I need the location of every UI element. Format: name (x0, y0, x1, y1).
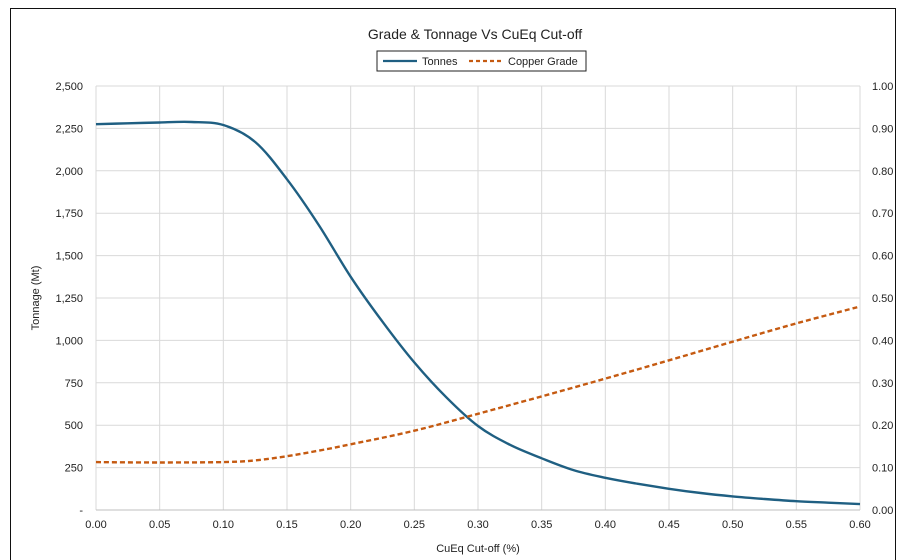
y-right-tick-label: 0.30 (872, 378, 893, 390)
y-left-tick-label: 1,500 (55, 251, 83, 263)
tick-labels: 0.00 0.05 0.10 0.15 0.20 0.25 0.30 0.35 0.40 0.45… (55, 81, 893, 531)
y-left-tick-label: 250 (65, 463, 83, 475)
x-axis-label: CuEq Cut-off (%) (436, 543, 520, 555)
series-line-tonnes (95, 120, 861, 506)
y-left-tick-label: 2,250 (55, 123, 83, 135)
x-tick-label: 0.15 (276, 519, 297, 531)
y-right-tick-label: 0.60 (872, 251, 893, 263)
chart-title: Grade & Tonnage Vs CuEq Cut-off (368, 26, 582, 42)
y-right-tick-label: 0.20 (872, 420, 893, 432)
legend-box (376, 50, 587, 72)
y-right-tick-label: 0.50 (872, 293, 893, 305)
x-tick-label: 0.35 (531, 519, 552, 531)
series-group (95, 120, 861, 506)
y-right-tick-label: 1.00 (872, 81, 893, 93)
x-tick-label: 0.55 (786, 519, 807, 531)
y-left-tick-label: 1,250 (55, 293, 83, 305)
x-tick-label: 0.50 (722, 519, 743, 531)
y-right-tick-label: 0.10 (872, 463, 893, 475)
legend-label-copper-grade: Copper Grade (508, 56, 578, 68)
x-tick-label: 0.40 (595, 519, 616, 531)
legend-label-tonnes: Tonnes (422, 56, 458, 68)
x-tick-label: 0.25 (404, 519, 425, 531)
y-right-tick-label: 0.70 (872, 208, 893, 220)
chart-frame (10, 8, 896, 560)
y-left-tick-label: 1,000 (55, 335, 83, 347)
y-left-tick-label: 500 (65, 420, 83, 432)
gridlines (95, 85, 861, 511)
y-axis-label-left: Tonnage (Mt) (30, 266, 42, 331)
y-left-tick-label: 750 (65, 378, 83, 390)
x-tick-label: 0.60 (849, 519, 870, 531)
y-left-tick-label: 2,000 (55, 166, 83, 178)
y-right-tick-label: 0.00 (872, 505, 893, 517)
y-left-tick-label: - (79, 505, 83, 517)
y-left-tick-label: 2,500 (55, 81, 83, 93)
x-tick-label: 0.45 (658, 519, 679, 531)
x-tick-label: 0.00 (85, 519, 106, 531)
y-right-tick-label: 0.40 (872, 335, 893, 347)
y-right-tick-label: 0.80 (872, 166, 893, 178)
y-right-tick-label: 0.90 (872, 123, 893, 135)
legend: Tonnes Copper Grade (376, 50, 587, 72)
x-tick-label: 0.30 (467, 519, 488, 531)
x-tick-label: 0.05 (149, 519, 170, 531)
y-left-tick-label: 1,750 (55, 208, 83, 220)
x-tick-label: 0.10 (213, 519, 234, 531)
x-tick-label: 0.20 (340, 519, 361, 531)
